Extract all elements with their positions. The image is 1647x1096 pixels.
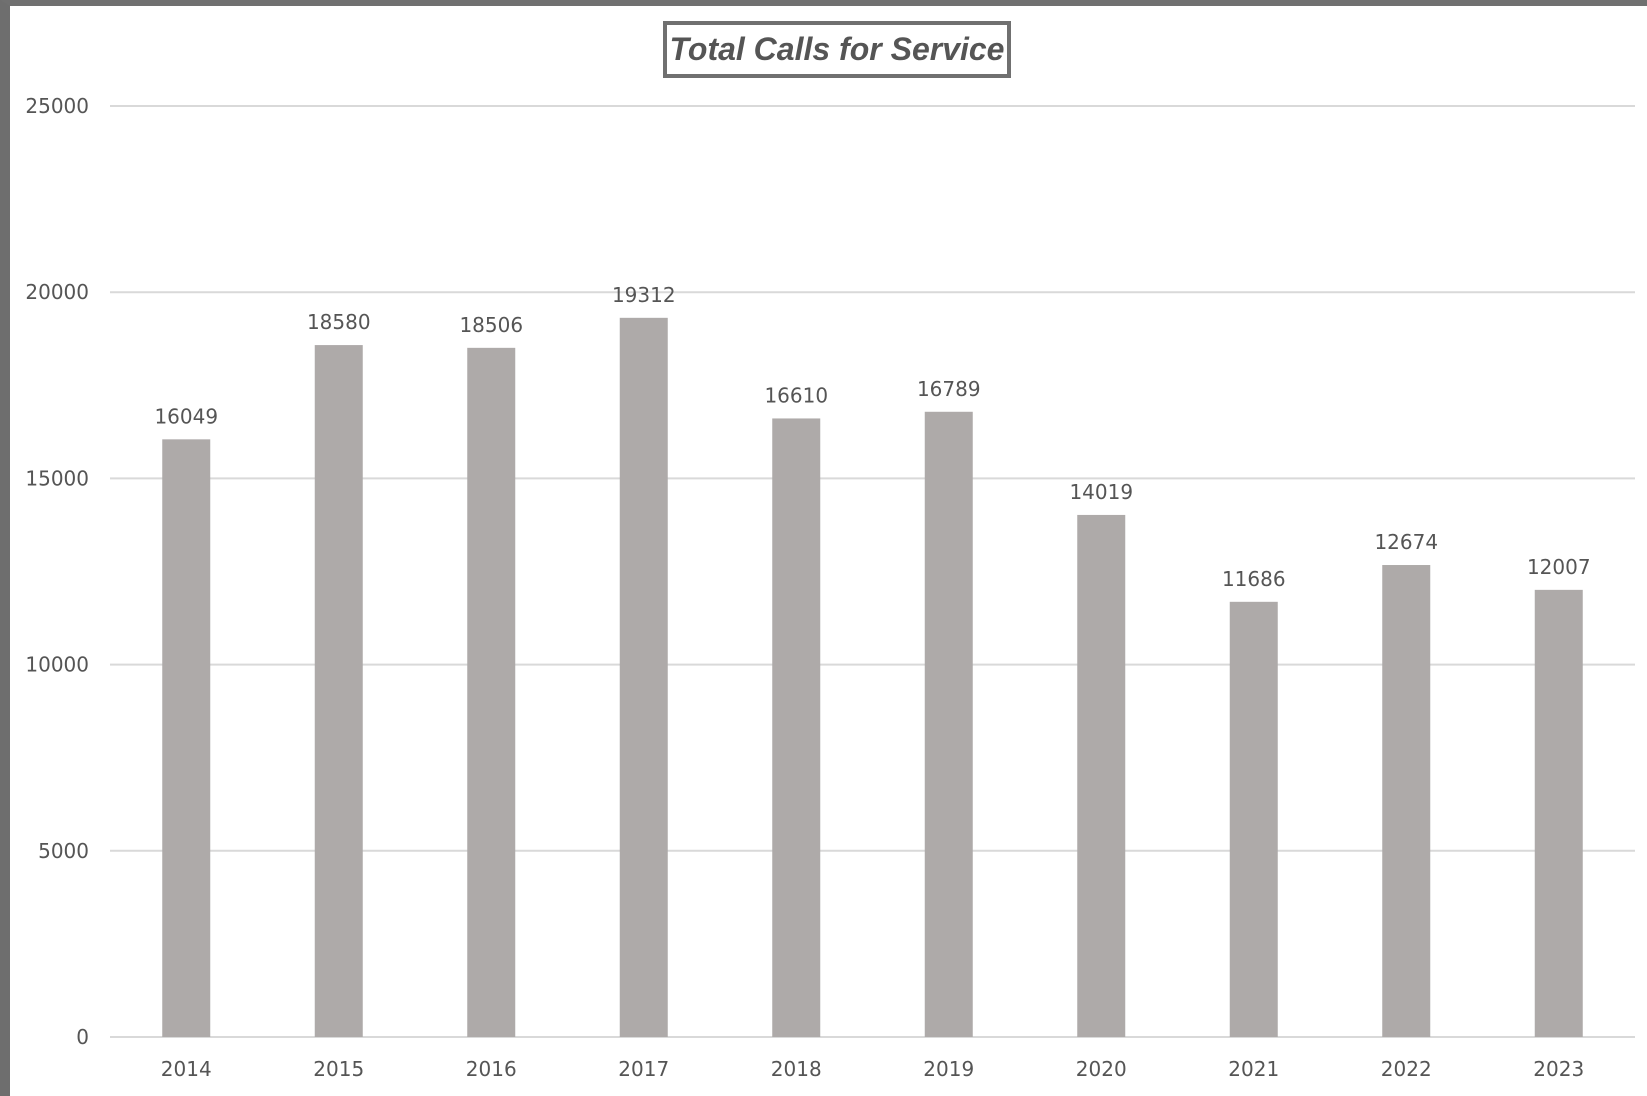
data-label: 12674	[1374, 530, 1438, 554]
gridlines	[110, 105, 1635, 1038]
x-tick-label: 2020	[1076, 1057, 1127, 1081]
data-label: 18580	[307, 310, 371, 334]
y-tick-label: 10000	[25, 653, 89, 677]
data-labels: 16049 18580 18506 19312 16610 16789 14019 11686…	[154, 283, 1590, 591]
data-label: 19312	[612, 283, 676, 307]
y-tick-label: 0	[76, 1025, 89, 1049]
x-tick-label: 2015	[313, 1057, 364, 1081]
x-tick-label: 2019	[923, 1057, 974, 1081]
bar	[924, 411, 973, 1037]
bar	[1382, 565, 1431, 1037]
y-tick-label: 25000	[25, 94, 89, 118]
bar	[772, 418, 821, 1037]
chart-title-box: Total Calls for Service	[663, 21, 1011, 78]
chart-title: Total Calls for Service	[669, 31, 1005, 67]
x-tick-label: 2022	[1381, 1057, 1432, 1081]
x-tick-label: 2018	[771, 1057, 822, 1081]
data-label: 16049	[154, 404, 218, 428]
bar	[1534, 589, 1583, 1037]
y-tick-label: 5000	[38, 839, 89, 863]
bar	[1077, 514, 1126, 1037]
bars	[162, 317, 1583, 1038]
y-tick-label: 15000	[25, 466, 89, 490]
data-label: 18506	[459, 313, 523, 337]
bar	[162, 439, 211, 1038]
bar	[467, 347, 516, 1037]
data-label: 11686	[1222, 567, 1286, 591]
bar	[1229, 601, 1278, 1037]
y-tick-label: 20000	[25, 280, 89, 304]
data-label: 12007	[1527, 555, 1591, 579]
x-tick-label: 2017	[618, 1057, 669, 1081]
data-label: 16610	[764, 383, 828, 407]
bar	[314, 345, 363, 1037]
data-label: 16789	[917, 377, 981, 401]
data-label: 14019	[1069, 480, 1133, 504]
x-tick-label: 2023	[1533, 1057, 1584, 1081]
x-axis-ticks: 2014 2015 2016 2017 2018 2019 2020 2021 2022 2023	[161, 1057, 1584, 1081]
y-axis-ticks: 0 5000 10000 15000 20000 25000	[25, 94, 89, 1049]
x-tick-label: 2021	[1228, 1057, 1279, 1081]
x-tick-label: 2014	[161, 1057, 212, 1081]
x-tick-label: 2016	[466, 1057, 517, 1081]
bar	[619, 317, 668, 1037]
